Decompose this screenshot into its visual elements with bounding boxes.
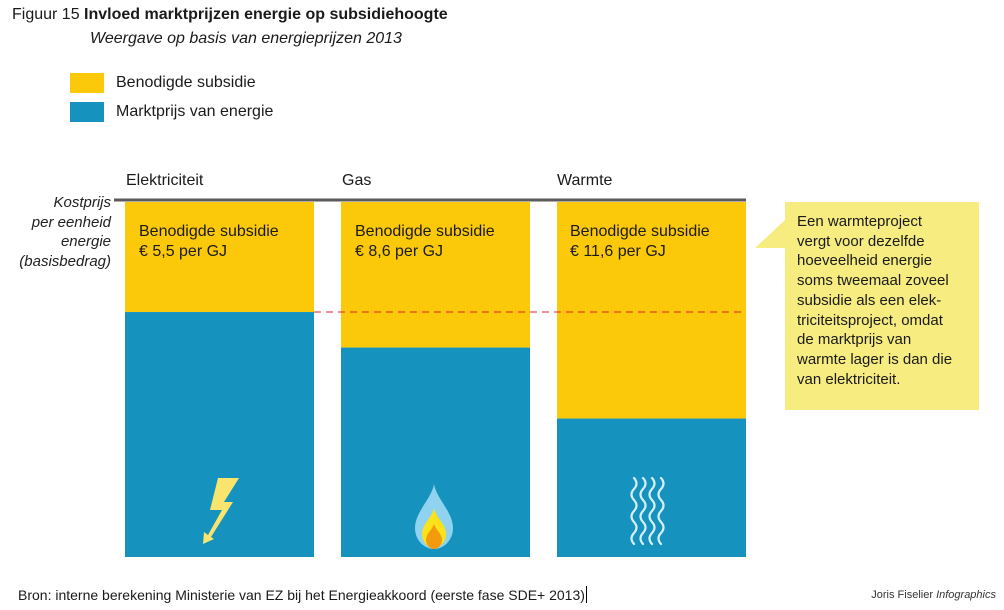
callout-line: de marktprijs van bbox=[797, 331, 912, 349]
callout-line: soms tweemaal zoveel bbox=[797, 272, 949, 290]
figure-number: Figuur 15 bbox=[12, 6, 80, 23]
bar-segment-subsidy-elektriciteit bbox=[125, 202, 314, 313]
text-cursor bbox=[585, 586, 587, 603]
legend-swatch-market-price bbox=[70, 102, 104, 122]
lightning-icon bbox=[203, 478, 239, 544]
callout-line: hoeveelheid energie bbox=[797, 252, 933, 270]
subsidy-label-warmte: Benodigde subsidie € 11,6 per GJ bbox=[570, 222, 710, 262]
y-axis-label-line: per eenheid bbox=[31, 213, 111, 231]
subsidy-label-title: Benodigde subsidie bbox=[139, 223, 279, 240]
subsidy-label-value: € 5,5 per GJ bbox=[139, 243, 228, 260]
callout-pointer bbox=[755, 220, 785, 248]
bar-segment-subsidy-warmte bbox=[557, 202, 746, 419]
subsidy-label-title: Benodigde subsidie bbox=[570, 223, 710, 240]
callout-line: triciteitsproject, omdat bbox=[797, 311, 943, 329]
credit-suffix: Infographics bbox=[936, 589, 996, 601]
callout-line: vergt voor dezelfde bbox=[797, 232, 925, 250]
category-label-elektriciteit: Elektriciteit bbox=[126, 172, 204, 189]
figure-main-title: Invloed marktprijzen energie op subsidie… bbox=[84, 6, 448, 23]
y-axis-label-line: Kostprijs bbox=[53, 194, 111, 211]
callout-line: van elektriciteit. bbox=[797, 370, 901, 388]
credit: Joris Fiselier Infographics bbox=[871, 589, 996, 601]
callout-line: warmte lager is dan die bbox=[797, 350, 953, 368]
subsidy-label-gas: Benodigde subsidie € 8,6 per GJ bbox=[355, 222, 495, 262]
y-axis-label-line: energie bbox=[60, 233, 111, 250]
bar-segment-subsidy-gas bbox=[341, 202, 530, 348]
y-axis-label-line: (basisbedrag) bbox=[19, 252, 111, 270]
figure-title: Figuur 15 Invloed marktprijzen energie o… bbox=[12, 6, 448, 24]
legend-item-market-price: Marktprijs van energie bbox=[70, 101, 273, 123]
source-text: Bron: interne berekening Ministerie van … bbox=[18, 587, 585, 603]
legend-item-subsidy: Benodigde subsidie bbox=[70, 72, 256, 94]
y-axis-label: Kostprijs per eenheid energie (basisbedr… bbox=[19, 193, 111, 271]
flame-icon bbox=[415, 484, 453, 549]
heat-waves-icon bbox=[630, 476, 665, 546]
figure-subtitle: Weergave op basis van energieprijzen 201… bbox=[90, 30, 402, 47]
source-note: Bron: interne berekening Ministerie van … bbox=[18, 586, 587, 603]
legend-swatch-subsidy bbox=[70, 73, 104, 93]
subsidy-label-value: € 11,6 per GJ bbox=[570, 243, 666, 260]
subsidy-label-title: Benodigde subsidie bbox=[355, 223, 495, 240]
legend-label-market-price: Marktprijs van energie bbox=[116, 103, 274, 120]
callout-line: subsidie als een elek- bbox=[797, 291, 942, 309]
subsidy-label-value: € 8,6 per GJ bbox=[355, 243, 444, 260]
bar-segment-market-price-warmte bbox=[557, 418, 746, 557]
category-label-gas: Gas bbox=[342, 172, 372, 189]
credit-name: Joris Fiselier bbox=[871, 589, 933, 601]
legend-label-subsidy: Benodigde subsidie bbox=[116, 74, 256, 91]
callout-line: Een warmteproject bbox=[797, 213, 923, 230]
category-label-warmte: Warmte bbox=[557, 172, 613, 189]
subsidy-label-elektriciteit: Benodigde subsidie € 5,5 per GJ bbox=[139, 222, 279, 262]
callout-box: Een warmteproject vergt voor dezelfde ho… bbox=[785, 202, 979, 410]
